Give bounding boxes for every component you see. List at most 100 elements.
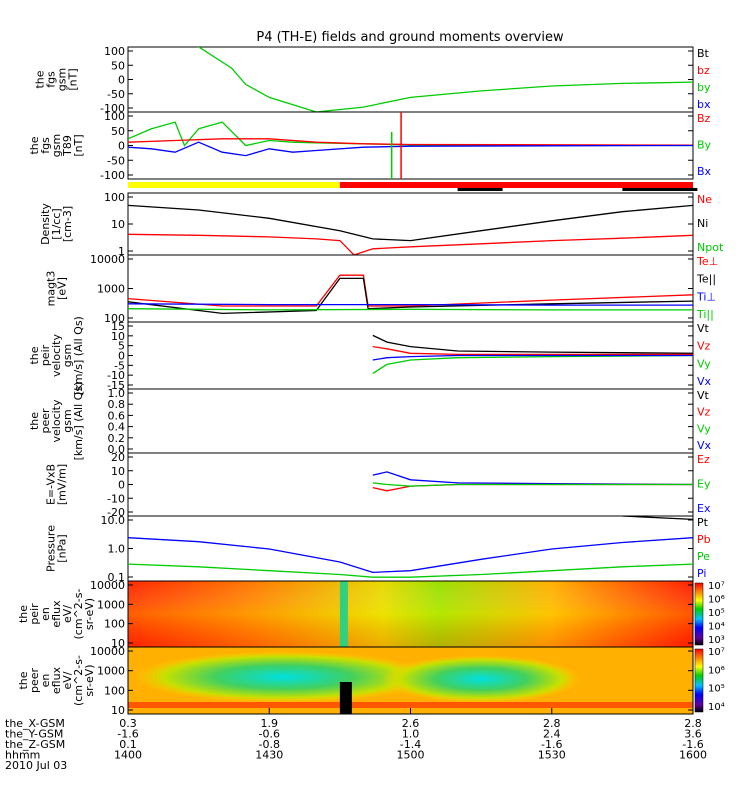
y-tick-label: 0 bbox=[118, 479, 125, 492]
series-Te-line bbox=[128, 274, 693, 307]
orbit-value: 2.6 bbox=[402, 717, 420, 730]
orbit-value: 1530 bbox=[538, 749, 566, 762]
legend-label: Vy bbox=[697, 357, 711, 370]
panel-4: 10000 1000 100 magt3[eV] Te⊥ Te|| Ti⊥ Ti|| bbox=[45, 253, 719, 325]
colorbar-label: 10⁷ bbox=[708, 647, 725, 658]
legend-label: Ni bbox=[697, 217, 708, 230]
y-tick-label: -100 bbox=[100, 169, 125, 182]
y-axis-label-line: eV/ bbox=[61, 671, 74, 689]
colorbar-label: 10⁶ bbox=[708, 665, 725, 676]
orbit-value: 1.9 bbox=[261, 717, 279, 730]
legend-label: Vt bbox=[697, 322, 710, 335]
y-tick-label: 10.0 bbox=[101, 514, 126, 527]
y-axis-label: thefgsgsmT89[nT] bbox=[28, 134, 85, 157]
series-Bx-line bbox=[128, 141, 693, 157]
orbit-value: -0.6 bbox=[259, 728, 280, 741]
legend-label: Ex bbox=[697, 502, 711, 515]
legend-label: bz bbox=[697, 64, 710, 77]
y-axis-label: E=-VxB[mV/m] bbox=[45, 464, 69, 505]
y-tick-label: 100 bbox=[104, 684, 125, 697]
y-axis-label-line: en bbox=[39, 674, 52, 688]
y-axis-label: thepeervelocitygsm[km/s] (All Qs) bbox=[28, 382, 85, 461]
y-axis-label-line: [nT] bbox=[67, 68, 80, 90]
y-axis-label-line: the bbox=[17, 605, 30, 623]
mode-bar-fast bbox=[339, 182, 693, 188]
orbit-value: -1.6 bbox=[117, 728, 138, 741]
orbit-row-label: the_Z-GSM bbox=[5, 738, 65, 751]
y-tick-label: 0.8 bbox=[108, 398, 126, 411]
orbit-value: 2.8 bbox=[684, 717, 702, 730]
electron-data-gap bbox=[339, 682, 352, 714]
orbit-value: 2.8 bbox=[543, 717, 561, 730]
date-label: 2010 Jul 03 bbox=[5, 759, 67, 772]
y-tick-label: 0.0 bbox=[108, 443, 126, 456]
legend-label: Npot bbox=[697, 241, 724, 254]
orbit-row-label: the_X-GSM bbox=[5, 717, 65, 730]
orbit-value: 1400 bbox=[114, 749, 142, 762]
y-axis-label-line: fgs bbox=[39, 137, 52, 154]
y-tick-label: 100 bbox=[104, 191, 125, 204]
y-axis-label-line: peer bbox=[39, 408, 52, 434]
series-Ti-line bbox=[128, 303, 693, 306]
legend-label: Te|| bbox=[696, 273, 716, 286]
legend-label: Ey bbox=[697, 478, 711, 491]
legend-label: Pt bbox=[697, 516, 709, 529]
y-tick-label: 10 bbox=[111, 330, 125, 343]
legend-label: Te⊥ bbox=[696, 255, 718, 268]
y-tick-label: 10000 bbox=[90, 645, 125, 658]
y-tick-label: 1000 bbox=[97, 598, 125, 611]
panel-frame bbox=[127, 192, 694, 256]
ion-spectrogram-gap bbox=[339, 581, 348, 647]
y-axis-label-line: the bbox=[34, 70, 47, 88]
legend-label: By bbox=[697, 139, 712, 152]
colorbar-label: 10⁵ bbox=[708, 608, 725, 619]
colorbar bbox=[694, 582, 704, 646]
y-tick-label: -50 bbox=[107, 154, 125, 167]
y-tick-label: 0 bbox=[118, 140, 125, 153]
panel-frame bbox=[127, 46, 694, 113]
panel-2: 100 50 0-50 -100 thefgsgsmT89[nT] Bz By Bx bbox=[28, 110, 712, 182]
legend-label: Bz bbox=[697, 112, 711, 125]
y-tick-label: 1000 bbox=[97, 665, 125, 678]
mode-bar bbox=[128, 182, 698, 191]
y-axis-label-line: gsm bbox=[61, 344, 74, 367]
y-axis-label: thepeerenefluxeV/(cm^2-s-sr-eV) bbox=[17, 655, 96, 706]
y-tick-label: 1.0 bbox=[108, 387, 126, 400]
panel-6: 1.00.80.60.40.20.0 thepeervelocitygsm[km/… bbox=[28, 382, 712, 461]
y-tick-label: -100 bbox=[100, 102, 125, 115]
colorbar-label: 10⁵ bbox=[708, 684, 725, 695]
y-axis-label-line: [1/cc] bbox=[50, 208, 63, 239]
y-axis-label-line: eV/ bbox=[61, 605, 74, 623]
y-axis-label-line: E=-VxB bbox=[45, 464, 58, 505]
y-tick-label: 10000 bbox=[90, 579, 125, 592]
series-Te-line bbox=[128, 277, 693, 315]
y-tick-label: 0 bbox=[118, 350, 125, 363]
electron-flux-region-right bbox=[381, 655, 582, 703]
y-axis-label-line: magt3 bbox=[45, 271, 58, 307]
y-axis-label: Density[1/cc][cm-3] bbox=[39, 203, 74, 245]
y-axis-label: thepeirenefluxeV/(cm^2-s-sr-eV) bbox=[17, 589, 96, 640]
series-by-line bbox=[197, 47, 693, 112]
legend-label: Ti|| bbox=[696, 308, 714, 321]
panel-stack: 100500-50-100thefgsgsm[nT]Btbzbybx100500… bbox=[17, 45, 725, 717]
series-Vx-line bbox=[372, 354, 693, 361]
legend-label: Vx bbox=[697, 375, 712, 388]
y-tick-label: -50 bbox=[107, 88, 125, 101]
y-axis-label-line: peir bbox=[28, 603, 41, 625]
electron-low-energy-band bbox=[128, 702, 693, 708]
orbit-row-label: hhmm bbox=[5, 749, 40, 762]
legend-label: Bx bbox=[697, 165, 712, 178]
y-axis-label-line: gsm bbox=[61, 409, 74, 432]
colorbar bbox=[694, 648, 704, 713]
series-Ni-line bbox=[128, 204, 693, 242]
colorbar-label: 10⁷ bbox=[708, 581, 725, 592]
orbit-value: -1.6 bbox=[541, 738, 562, 751]
orbit-value: 3.6 bbox=[684, 728, 702, 741]
legend-label: bx bbox=[697, 98, 711, 111]
orbit-value: 2.4 bbox=[543, 728, 561, 741]
y-tick-label: 10000 bbox=[90, 253, 125, 266]
y-tick-label: 100 bbox=[104, 618, 125, 631]
